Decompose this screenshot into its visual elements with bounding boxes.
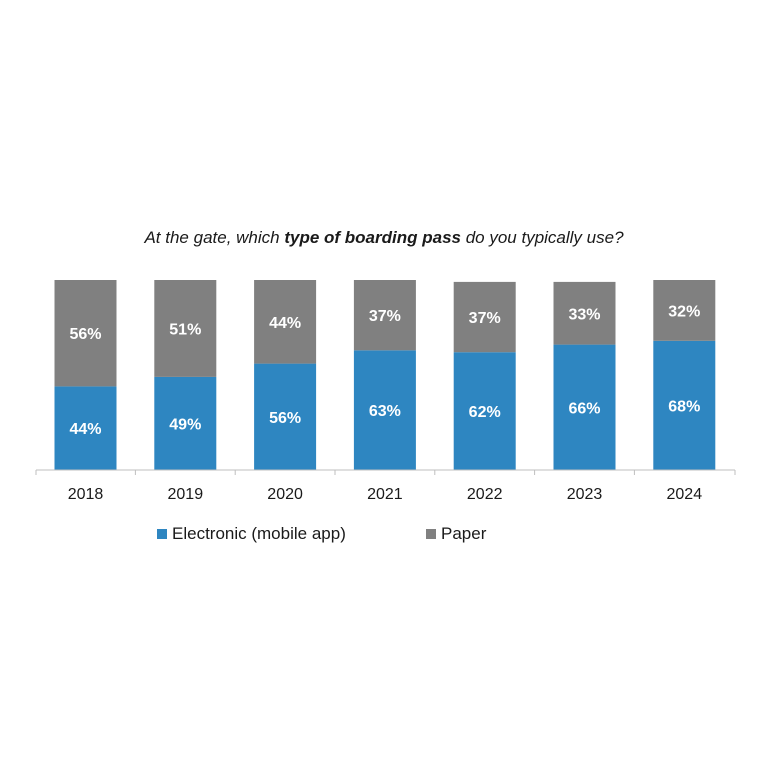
bar-paper-2022 [453,281,516,353]
x-tick-label-2023: 2023 [567,486,603,503]
bar-electronic-2021 [353,350,416,470]
bar-paper-2021 [353,280,416,351]
legend-swatch-paper [426,529,436,539]
bar-electronic-2023 [553,344,616,470]
data-label-paper-2023: 33% [568,306,600,323]
x-tick-label-2021: 2021 [367,486,403,503]
x-axis-ticks: 2018 2019 2020 2021 2022 2023 2024 [35,470,736,503]
x-tick-label-2019: 2019 [168,486,204,503]
chart-legend: Electronic (mobile app) Paper [0,524,768,546]
data-label-paper-2022: 37% [469,310,501,327]
bar-paper-2020 [254,280,317,364]
data-label-paper-2018: 56% [69,326,101,343]
x-tick-label-2024: 2024 [667,486,703,503]
bar-labels-layer: 44% 56% 49% 51% 56% 44% 63% 37% 62% 37% 66% 33% 68% 3… [69,303,700,438]
legend-label-paper: Paper [441,524,487,543]
bar-electronic-2018 [54,386,117,470]
bar-electronic-2022 [453,352,516,470]
chart-title-emphasis: type of boarding pass [284,228,461,247]
data-label-paper-2019: 51% [169,321,201,338]
bar-electronic-2019 [154,376,217,470]
bars-layer [54,280,716,470]
legend-label-electronic: Electronic (mobile app) [172,524,346,543]
x-tick-label-2022: 2022 [467,486,503,503]
data-label-electronic-2021: 63% [369,403,401,420]
legend-item-paper: Paper [426,524,486,544]
data-label-paper-2024: 32% [668,303,700,320]
legend-swatch-electronic [157,529,167,539]
bar-electronic-2020 [254,363,317,470]
data-label-electronic-2023: 66% [568,400,600,417]
data-label-electronic-2022: 62% [469,404,501,421]
data-label-electronic-2018: 44% [69,421,101,438]
chart-title-suffix: do you typically use? [460,228,624,247]
data-label-paper-2020: 44% [269,315,301,332]
bar-paper-2023 [553,281,616,345]
data-label-electronic-2019: 49% [169,416,201,433]
data-label-electronic-2020: 56% [269,410,301,427]
x-tick-label-2018: 2018 [68,486,104,503]
bar-paper-2024 [653,280,716,341]
legend-item-electronic: Electronic (mobile app) [157,524,346,544]
x-tick-label-2020: 2020 [267,486,303,503]
chart-title-prefix: At the gate, which [144,228,285,247]
bar-electronic-2024 [653,340,716,470]
chart-title: At the gate, which type of boarding pass… [0,228,768,248]
data-label-electronic-2024: 68% [668,398,700,415]
bar-paper-2019 [154,280,217,377]
bar-paper-2018 [54,280,117,387]
data-label-paper-2021: 37% [369,308,401,325]
